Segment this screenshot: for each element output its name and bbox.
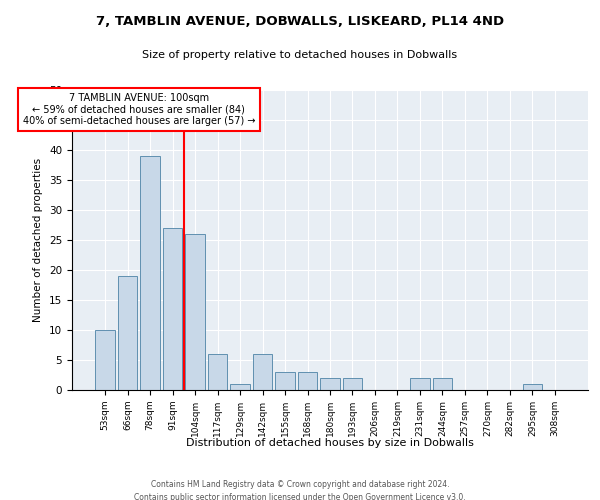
Text: Contains HM Land Registry data © Crown copyright and database right 2024.: Contains HM Land Registry data © Crown c… (151, 480, 449, 489)
Text: Contains public sector information licensed under the Open Government Licence v3: Contains public sector information licen… (134, 492, 466, 500)
Bar (163, 228, 182, 390)
Text: 7 TAMBLIN AVENUE: 100sqm
← 59% of detached houses are smaller (84)
40% of semi-d: 7 TAMBLIN AVENUE: 100sqm ← 59% of detach… (23, 93, 255, 126)
Bar (523, 384, 542, 390)
Bar (433, 378, 452, 390)
Bar (208, 354, 227, 390)
Bar (95, 330, 115, 390)
Bar (320, 378, 340, 390)
Bar (343, 378, 362, 390)
Bar (185, 234, 205, 390)
Bar (230, 384, 250, 390)
Bar (410, 378, 430, 390)
Bar (140, 156, 160, 390)
Text: Distribution of detached houses by size in Dobwalls: Distribution of detached houses by size … (186, 438, 474, 448)
Bar (118, 276, 137, 390)
Bar (253, 354, 272, 390)
Bar (275, 372, 295, 390)
Bar (298, 372, 317, 390)
Y-axis label: Number of detached properties: Number of detached properties (34, 158, 43, 322)
Text: 7, TAMBLIN AVENUE, DOBWALLS, LISKEARD, PL14 4ND: 7, TAMBLIN AVENUE, DOBWALLS, LISKEARD, P… (96, 15, 504, 28)
Text: Size of property relative to detached houses in Dobwalls: Size of property relative to detached ho… (142, 50, 458, 60)
